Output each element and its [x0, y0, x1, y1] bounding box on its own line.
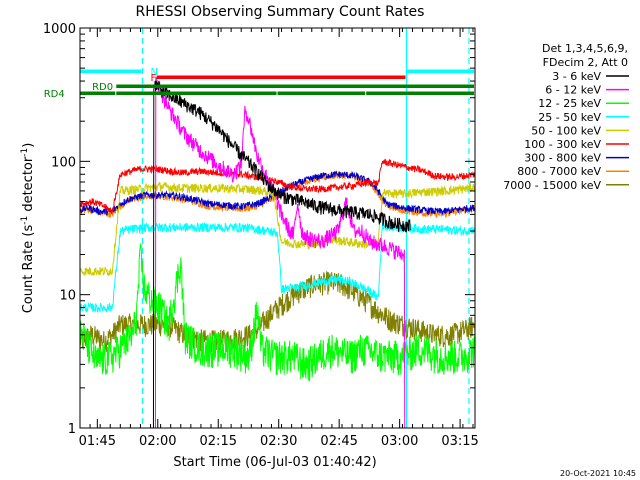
legend-label-6: 300 - 800 keV: [524, 152, 601, 165]
legend-label-4: 50 - 100 keV: [531, 124, 601, 137]
y-axis-label-main: Count Rate (s: [21, 225, 36, 314]
chart-title: RHESSI Observing Summary Count Rates: [136, 4, 425, 20]
x-tick-label-3: 02:30: [260, 434, 297, 449]
series-line-2: [80, 243, 475, 382]
state-bar-label-0: N: [151, 67, 158, 78]
state-bar-2-0: [116, 84, 474, 88]
y-tick-label-2: 100: [51, 155, 76, 170]
legend-header-2: FDecim 2, Att 0: [543, 56, 628, 69]
legend-label-0: 3 - 6 keV: [552, 70, 601, 83]
footer-timestamp: 20-Oct-2021 10:45: [560, 469, 636, 478]
state-bar-label-1: F: [151, 73, 157, 84]
legend-header-1: Det 1,3,4,5,6,9,: [542, 42, 628, 55]
x-axis-label: Start Time (06-Jul-03 01:40:42): [173, 455, 376, 470]
y-axis-label: Count Rate (s-1 detector-1): [20, 143, 36, 314]
y-axis-label-exp2: -1: [20, 148, 30, 157]
x-tick-label-5: 03:00: [381, 434, 418, 449]
y-tick-label-0: 1: [68, 422, 76, 437]
x-tick-label-2: 02:15: [200, 434, 237, 449]
state-bar-1-0: [156, 75, 406, 79]
y-axis-label-exp: -1: [20, 216, 30, 225]
x-tick-label-6: 03:15: [441, 434, 478, 449]
state-bar-3-0: [80, 91, 116, 95]
y-axis-label-end: ): [21, 143, 36, 148]
x-tick-label-1: 02:00: [139, 434, 176, 449]
y-tick-label-1: 10: [59, 289, 76, 304]
y-tick-label-3: 1000: [43, 22, 76, 37]
x-tick-label-0: 01:45: [79, 434, 116, 449]
state-bar-label-3: RD4: [44, 89, 65, 100]
series-line-0: [152, 80, 411, 428]
x-tick-label-4: 02:45: [320, 434, 357, 449]
legend: Det 1,3,4,5,6,9, FDecim 2, Att 0 3 - 6 k…: [503, 42, 629, 192]
plot-area: NF RD0 RD4: [44, 28, 475, 428]
state-bar-0-0: [80, 69, 142, 73]
legend-label-5: 100 - 300 keV: [524, 138, 601, 151]
legend-label-8: 7000 - 15000 keV: [503, 179, 601, 192]
series-line-8: [80, 270, 475, 354]
series-line-1: [154, 77, 406, 428]
state-bar-3-1: [116, 91, 277, 95]
y-axis-label-tail: detector: [21, 156, 36, 216]
series-line-4: [80, 180, 475, 277]
legend-label-7: 800 - 7000 keV: [517, 165, 601, 178]
state-bar-label-2: RD0: [92, 82, 113, 93]
state-bar-3-3: [366, 91, 474, 95]
series-line-5: [80, 158, 475, 215]
legend-label-2: 12 - 25 keV: [538, 97, 601, 110]
series-line-3: [80, 221, 475, 314]
state-bar-0-1: [406, 69, 474, 73]
axes: 1 10 100 1000 01:45 02:00 02:15 02:30 02:45 03:00…: [43, 22, 479, 449]
legend-label-1: 6 - 12 keV: [545, 84, 601, 97]
state-bar-3-2: [277, 91, 366, 95]
legend-label-3: 25 - 50 keV: [538, 111, 601, 124]
plot-frame: [79, 27, 476, 429]
